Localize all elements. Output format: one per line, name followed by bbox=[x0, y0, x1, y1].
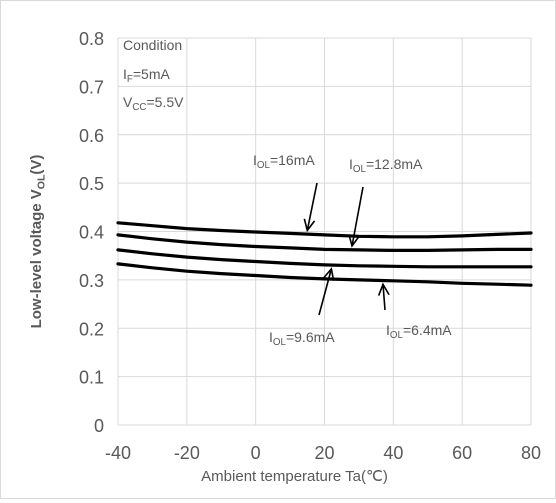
condition-line: IF=5mA bbox=[123, 66, 170, 85]
axis-labels: Ambient temperature Ta(℃) Low-level volta… bbox=[28, 155, 388, 485]
series-arrow-2 bbox=[318, 268, 333, 316]
series-line-2 bbox=[116, 248, 533, 269]
x-axis-label: Ambient temperature Ta(℃) bbox=[201, 468, 388, 485]
condition-line: VCC=5.5V bbox=[123, 94, 184, 113]
condition-box: Condition IF=5mA VCC=5.5V bbox=[123, 37, 184, 113]
series-label-1: IOL=12.8mA bbox=[349, 156, 423, 175]
series-arrow-3 bbox=[382, 284, 386, 311]
series-label-3: IOL=6.4mA bbox=[386, 322, 452, 341]
y-tick-label: 0.2 bbox=[79, 319, 104, 339]
y-tick-label: 0.5 bbox=[79, 174, 104, 194]
y-axis-label: Low-level voltage VOL(V) bbox=[28, 155, 47, 329]
x-tick-label: -20 bbox=[174, 443, 200, 463]
y-tick-label: 0 bbox=[94, 416, 104, 436]
x-tick-label: -40 bbox=[105, 443, 131, 463]
y-tick-label: 0.3 bbox=[79, 271, 104, 291]
grid bbox=[117, 37, 532, 426]
series-line-3 bbox=[116, 262, 533, 287]
x-tick-label: 40 bbox=[383, 443, 403, 463]
series-label-0: IOL=16mA bbox=[253, 152, 315, 171]
series-line-1 bbox=[116, 233, 533, 252]
x-tick-label: 60 bbox=[452, 443, 472, 463]
y-tick-label: 0.6 bbox=[79, 126, 104, 146]
x-tick-label: 0 bbox=[251, 443, 261, 463]
series-lines bbox=[116, 221, 533, 287]
series-label-2: IOL=9.6mA bbox=[269, 329, 335, 348]
x-tick-label: 80 bbox=[521, 443, 541, 463]
annotations: IOL=16mA IOL=12.8mA IOL=9.6mA IOL=6.4mA bbox=[253, 152, 452, 348]
series-arrowhead-1 bbox=[348, 234, 360, 248]
series-arrow-1 bbox=[351, 186, 364, 247]
y-tick-label: 0.1 bbox=[79, 368, 104, 388]
condition-heading: Condition bbox=[123, 37, 182, 53]
tick-labels: 0 0.1 0.2 0.3 0.4 0.5 0.6 0.7 0.8 -40 -20 0 20 40 60 80 bbox=[79, 29, 541, 463]
y-tick-label: 0.7 bbox=[79, 77, 104, 97]
y-tick-label: 0.8 bbox=[79, 29, 104, 49]
y-tick-label: 0.4 bbox=[79, 223, 104, 243]
series-line-0 bbox=[116, 221, 533, 239]
series-arrowhead-0 bbox=[303, 218, 316, 233]
series-arrowhead-2 bbox=[322, 267, 335, 281]
series-arrowhead-3 bbox=[377, 282, 390, 296]
series-arrow-0 bbox=[306, 182, 318, 231]
x-tick-label: 20 bbox=[314, 443, 334, 463]
